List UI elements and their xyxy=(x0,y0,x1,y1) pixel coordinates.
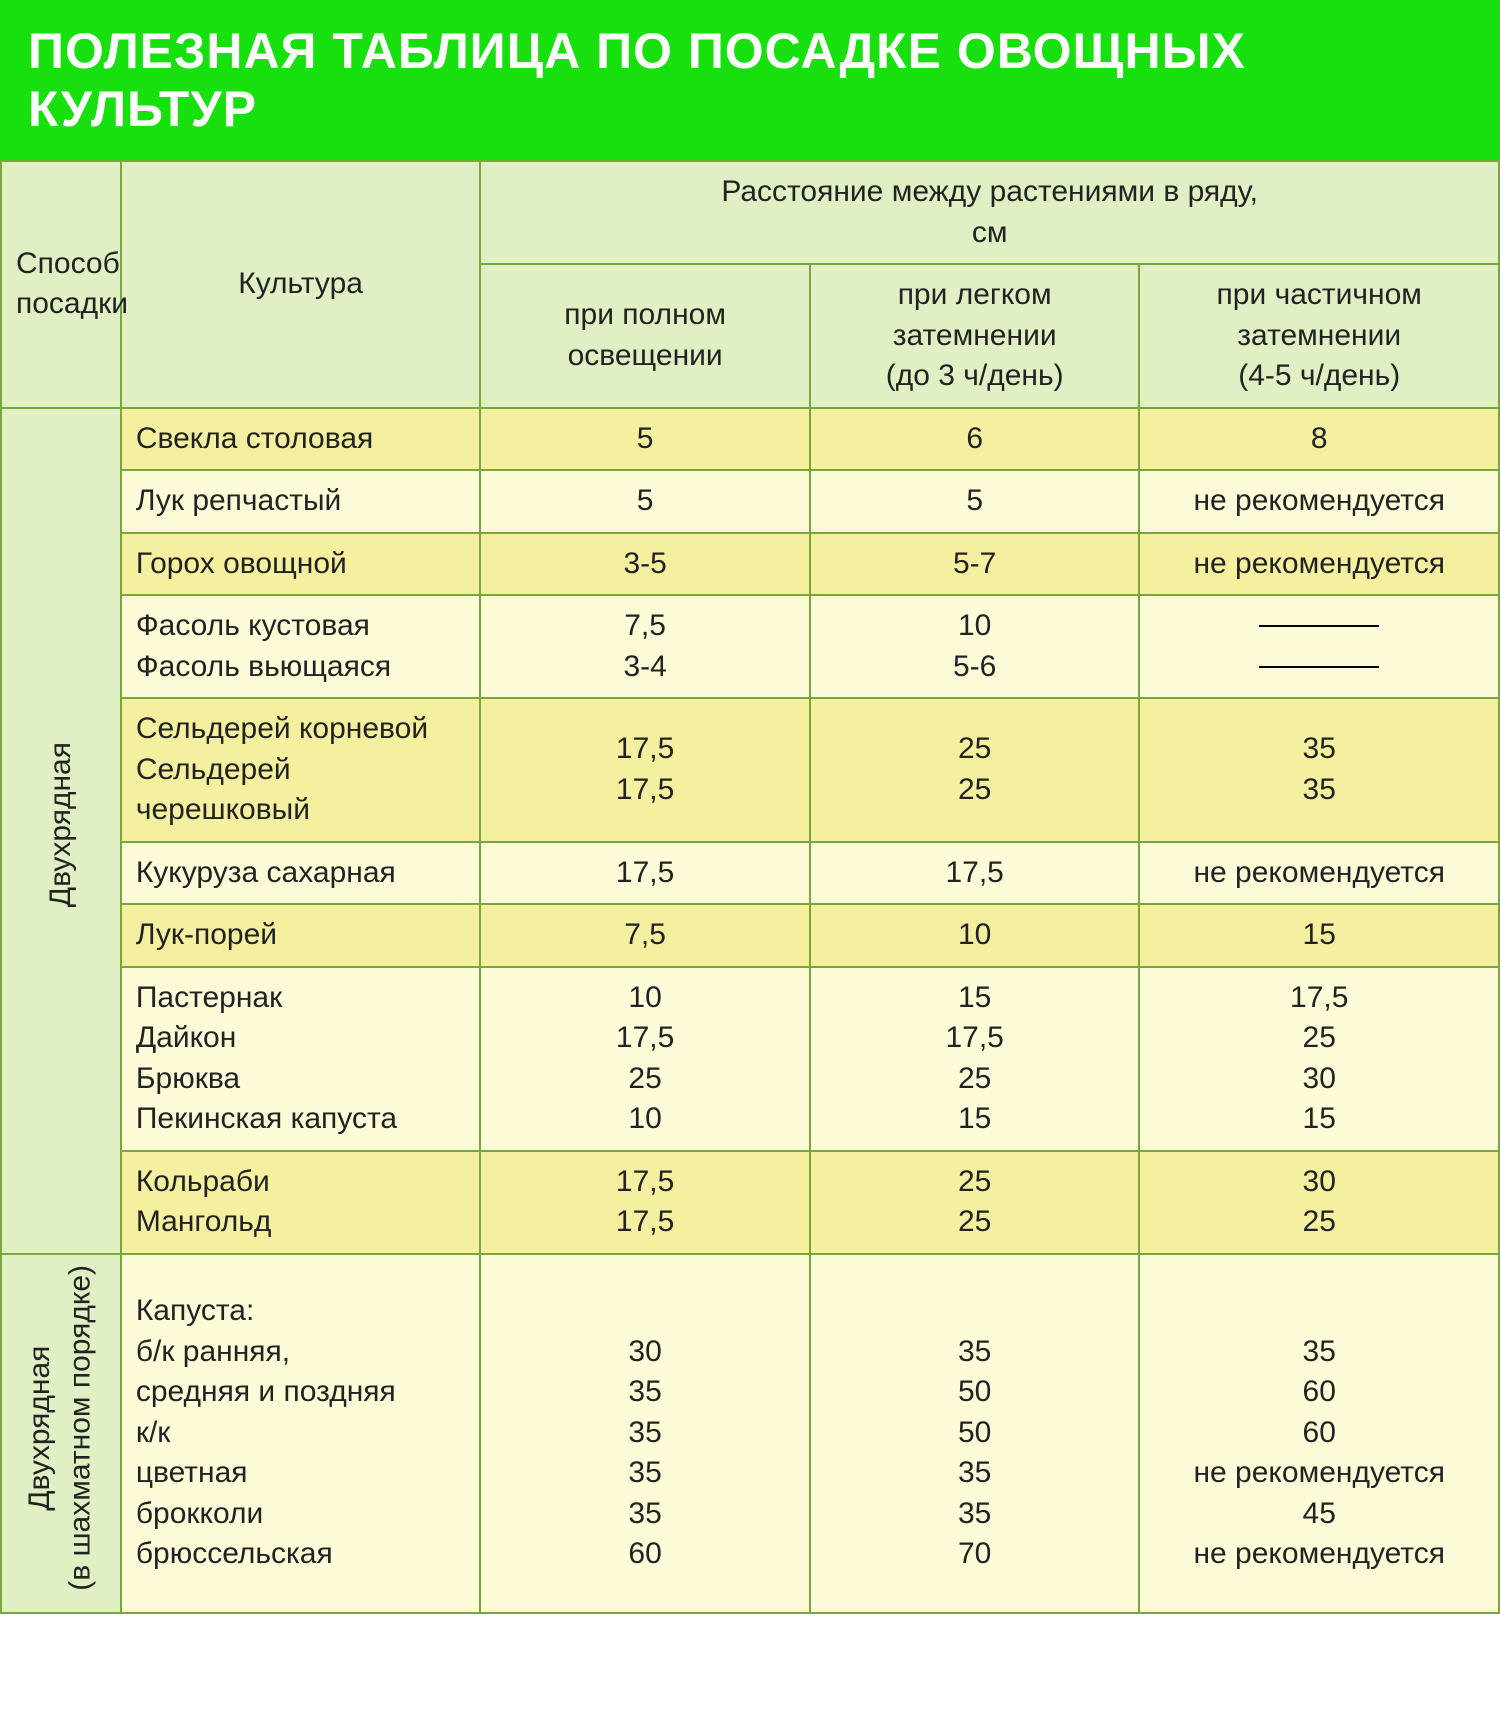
planting-table: Способ посадки Культура Расстояние между… xyxy=(0,160,1500,1614)
table-row: Лук репчастый55не рекомендуется xyxy=(1,470,1499,533)
spacing-partial-shade: 35 35 xyxy=(1139,698,1499,842)
spacing-full-light: 10 17,5 25 10 xyxy=(480,967,810,1151)
table-row: ДвухряднаяСвекла столовая568 xyxy=(1,408,1499,471)
spacing-partial-shade: 30 25 xyxy=(1139,1151,1499,1254)
spacing-full-light: 3-5 xyxy=(480,533,810,596)
planting-method-label: Двухрядная xyxy=(41,742,82,907)
title-bar: ПОЛЕЗНАЯ ТАБЛИЦА ПО ПОСАДКЕ ОВОЩНЫХ КУЛЬ… xyxy=(0,0,1500,160)
spacing-partial-shade: 35 60 60 не рекомендуется 45 не рекоменд… xyxy=(1139,1254,1499,1613)
table-row: Лук-порей7,51015 xyxy=(1,904,1499,967)
table-row: Сельдерей корневой Сельдерей черешковый1… xyxy=(1,698,1499,842)
crop-name: Лук-порей xyxy=(121,904,481,967)
crop-name: Свекла столовая xyxy=(121,408,481,471)
spacing-light-shade: 35 50 50 35 35 70 xyxy=(810,1254,1140,1613)
spacing-light-shade: 17,5 xyxy=(810,842,1140,905)
spacing-partial-shade: 15 xyxy=(1139,904,1499,967)
dash-icon xyxy=(1259,666,1379,668)
header-full-light: при полном освещении xyxy=(480,264,810,408)
spacing-light-shade: 15 17,5 25 15 xyxy=(810,967,1140,1151)
spacing-full-light: 17,5 17,5 xyxy=(480,698,810,842)
dash-icon xyxy=(1259,625,1379,627)
spacing-full-light: 5 xyxy=(480,408,810,471)
header-method: Способ посадки xyxy=(1,161,121,408)
crop-name: Фасоль кустовая Фасоль вьющаяся xyxy=(121,595,481,698)
crop-name: Кукуруза сахарная xyxy=(121,842,481,905)
spacing-partial-shade: 17,5 25 30 15 xyxy=(1139,967,1499,1151)
table-row: Пастернак Дайкон Брюква Пекинская капуст… xyxy=(1,967,1499,1151)
spacing-full-light: 7,5 3-4 xyxy=(480,595,810,698)
planting-method: Двухрядная (в шахматном порядке) xyxy=(1,1254,121,1613)
table-body: ДвухряднаяСвекла столовая568Лук репчасты… xyxy=(1,408,1499,1613)
planting-method: Двухрядная xyxy=(1,408,121,1254)
spacing-light-shade: 10 5-6 xyxy=(810,595,1140,698)
table-row: Горох овощной3-55-7не рекомендуется xyxy=(1,533,1499,596)
spacing-full-light: 5 xyxy=(480,470,810,533)
planting-table-document: ПОЛЕЗНАЯ ТАБЛИЦА ПО ПОСАДКЕ ОВОЩНЫХ КУЛЬ… xyxy=(0,0,1500,1614)
crop-name: Кольраби Мангольд xyxy=(121,1151,481,1254)
table-row: Двухрядная (в шахматном порядке)Капуста:… xyxy=(1,1254,1499,1613)
table-header: Способ посадки Культура Расстояние между… xyxy=(1,161,1499,408)
spacing-light-shade: 5-7 xyxy=(810,533,1140,596)
spacing-light-shade: 6 xyxy=(810,408,1140,471)
spacing-full-light: 17,5 xyxy=(480,842,810,905)
crop-name: Капуста: б/к ранняя, средняя и поздняя к… xyxy=(121,1254,481,1613)
spacing-partial-shade: не рекомендуется xyxy=(1139,470,1499,533)
crop-name: Горох овощной xyxy=(121,533,481,596)
crop-name: Сельдерей корневой Сельдерей черешковый xyxy=(121,698,481,842)
header-crop: Культура xyxy=(121,161,481,408)
spacing-partial-shade: не рекомендуется xyxy=(1139,842,1499,905)
planting-method-label: Двухрядная (в шахматном порядке) xyxy=(20,1265,101,1591)
crop-name: Пастернак Дайкон Брюква Пекинская капуст… xyxy=(121,967,481,1151)
spacing-light-shade: 5 xyxy=(810,470,1140,533)
spacing-full-light: 30 35 35 35 35 60 xyxy=(480,1254,810,1613)
table-row: Кукуруза сахарная17,517,5не рекомендуетс… xyxy=(1,842,1499,905)
spacing-partial-shade xyxy=(1139,595,1499,698)
page-title: ПОЛЕЗНАЯ ТАБЛИЦА ПО ПОСАДКЕ ОВОЩНЫХ КУЛЬ… xyxy=(28,23,1246,137)
table-row: Кольраби Мангольд17,5 17,525 2530 25 xyxy=(1,1151,1499,1254)
spacing-partial-shade: не рекомендуется xyxy=(1139,533,1499,596)
table-row: Фасоль кустовая Фасоль вьющаяся7,5 3-410… xyxy=(1,595,1499,698)
header-partial-shade: при частичном затемнении (4-5 ч/день) xyxy=(1139,264,1499,408)
header-light-shade: при легком затемнении (до 3 ч/день) xyxy=(810,264,1140,408)
spacing-partial-shade: 8 xyxy=(1139,408,1499,471)
spacing-light-shade: 10 xyxy=(810,904,1140,967)
spacing-light-shade: 25 25 xyxy=(810,1151,1140,1254)
spacing-full-light: 17,5 17,5 xyxy=(480,1151,810,1254)
crop-name: Лук репчастый xyxy=(121,470,481,533)
spacing-full-light: 7,5 xyxy=(480,904,810,967)
header-spacing: Расстояние между растениями в ряду, см xyxy=(480,161,1499,264)
spacing-light-shade: 25 25 xyxy=(810,698,1140,842)
